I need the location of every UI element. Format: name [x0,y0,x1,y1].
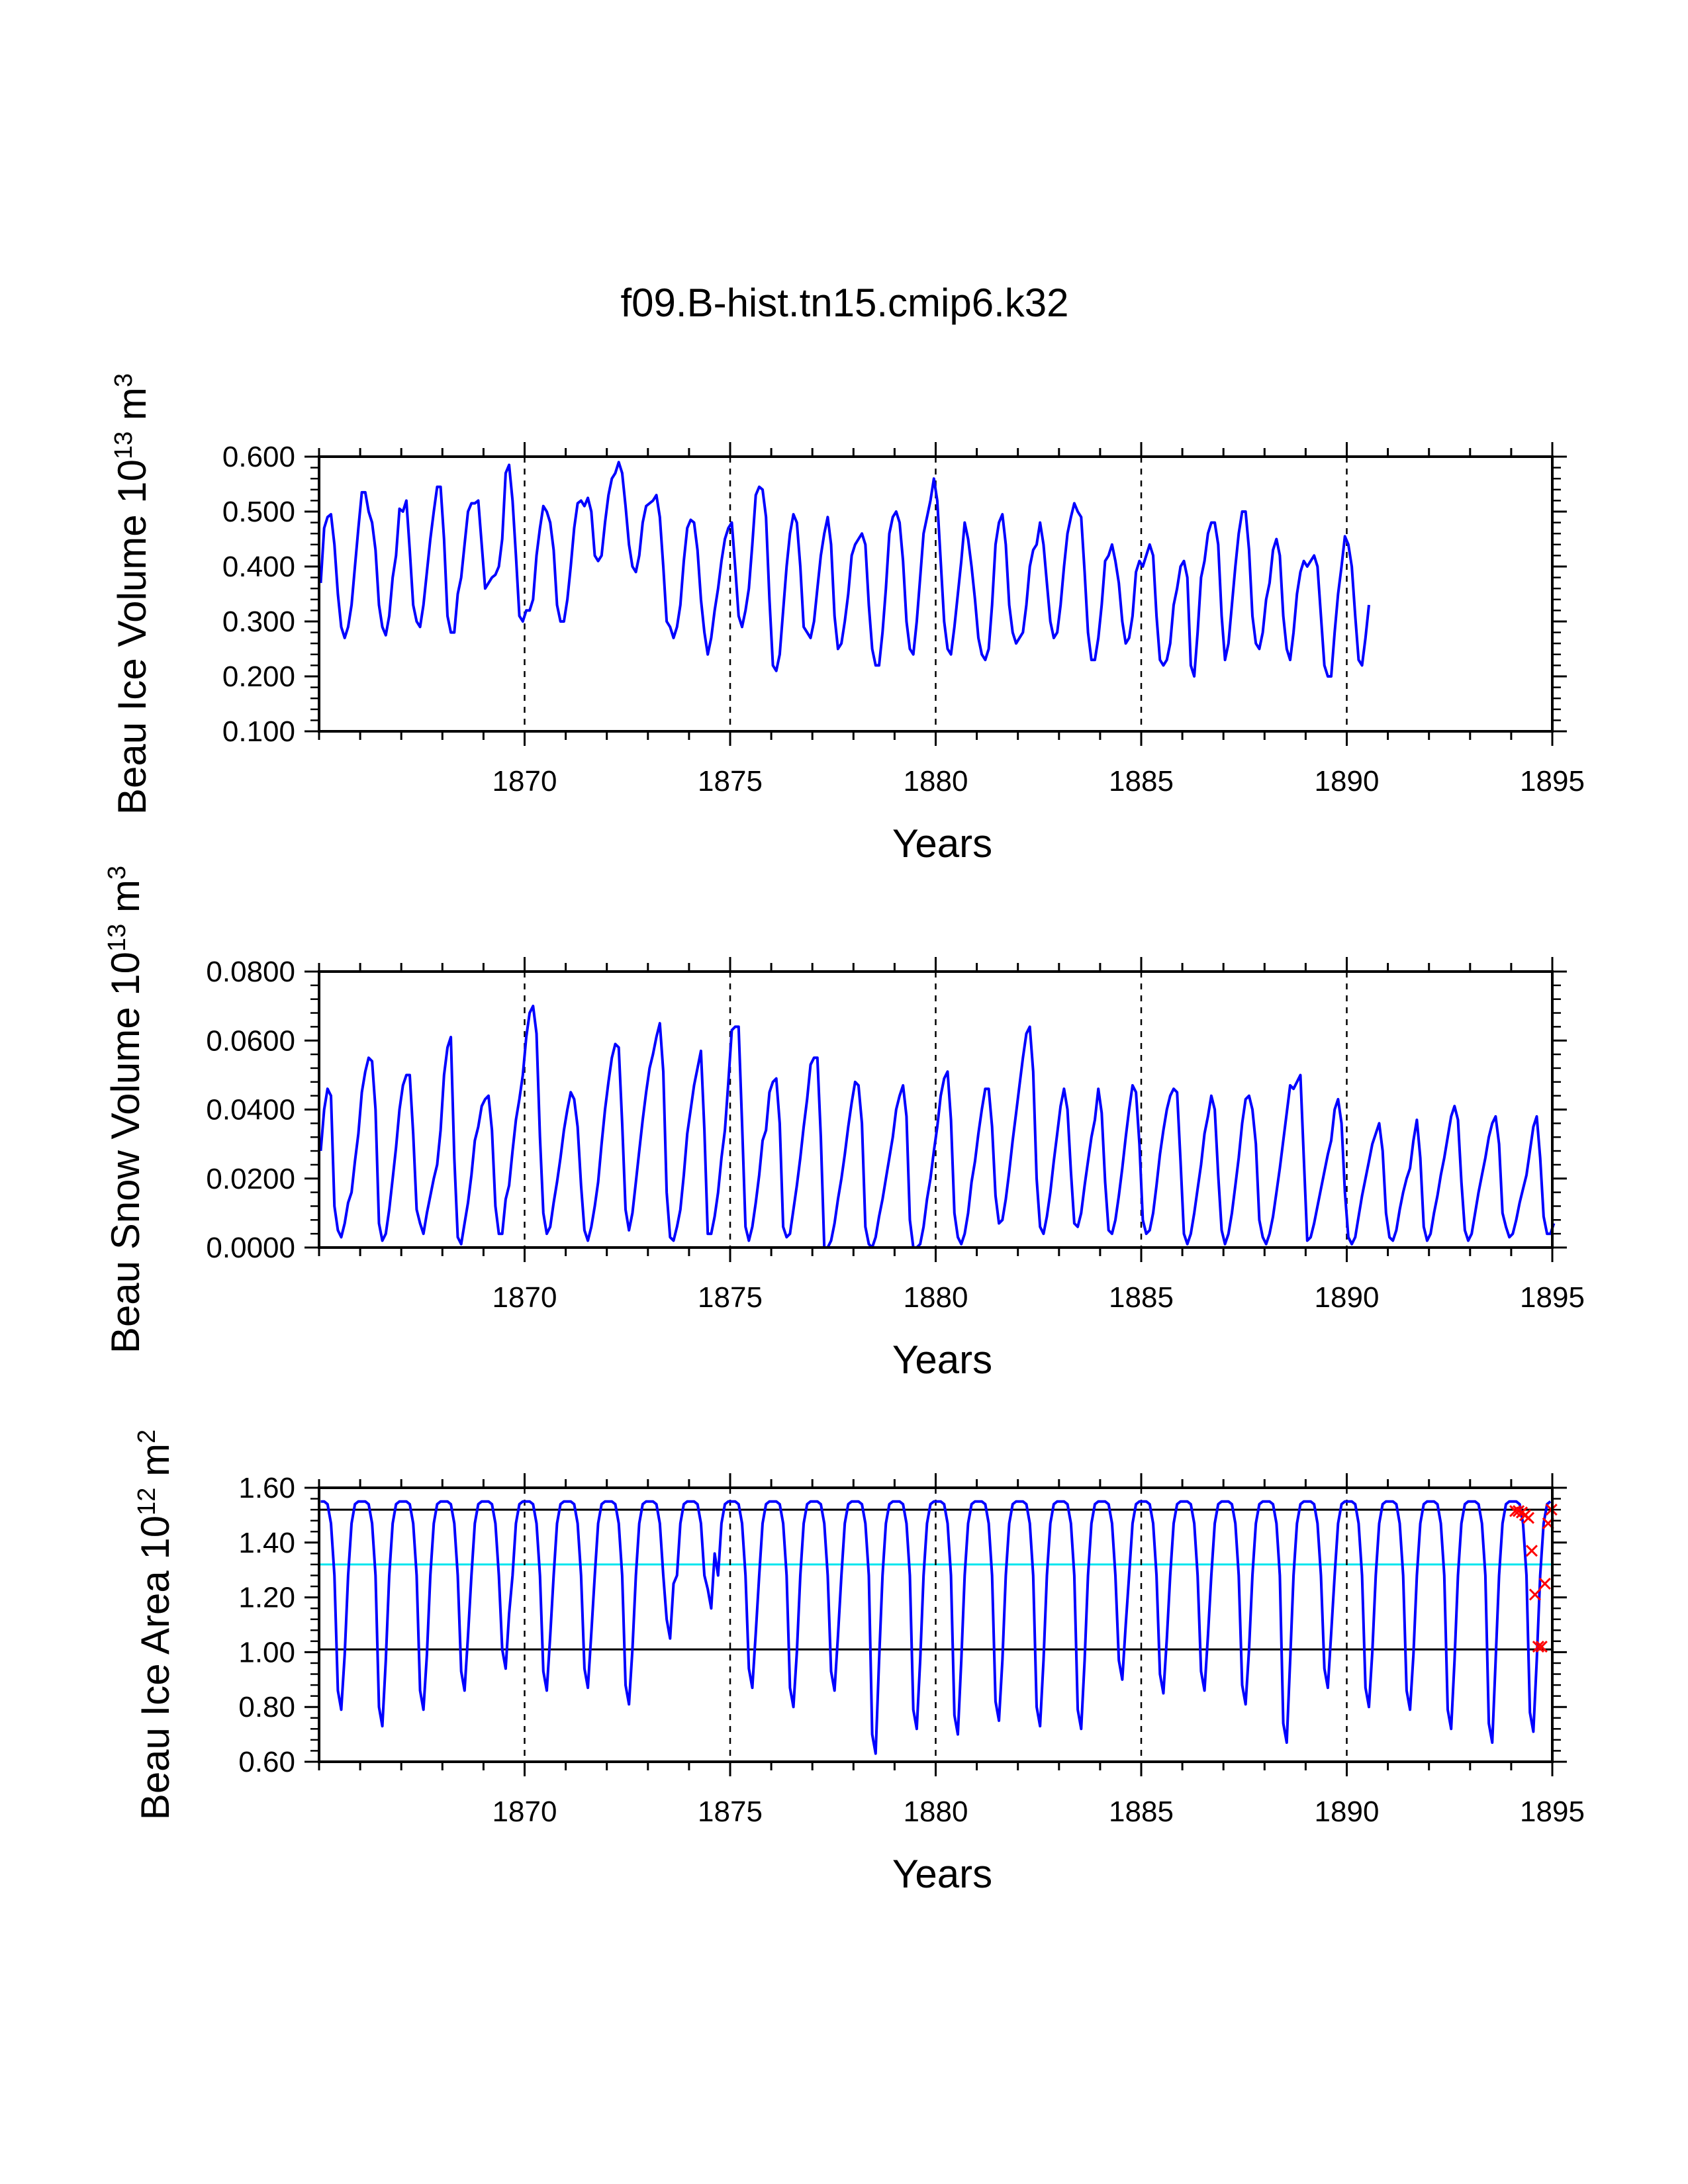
y-tick-label: 0.400 [222,551,295,583]
x-tick-label: 1895 [1520,1796,1585,1828]
y-tick-label: 0.300 [222,606,295,638]
x-tick-label: 1895 [1520,1281,1585,1314]
y-axis-title: Beau Snow Volume 1013 m3 [103,866,148,1353]
y-tick-label: 0.500 [222,496,295,528]
y-axis-title-superscript: 12 [133,1488,161,1516]
y-tick-label: 0.600 [222,441,295,473]
y-tick-label: 0.0000 [206,1232,295,1264]
x-axis-title: Years [892,1338,992,1382]
y-tick-label: 1.20 [238,1582,295,1614]
y-tick-label: 0.0600 [206,1024,295,1057]
series-line [319,1005,1556,1249]
x-tick-label: 1875 [698,1796,763,1828]
x-tick-label: 1890 [1315,1796,1380,1828]
y-tick-label: 1.40 [238,1527,295,1559]
x-tick-label: 1885 [1109,1281,1174,1314]
x-tick-label: 1870 [492,1796,557,1828]
y-axis-title-part: Beau Snow Volume 10 [103,952,148,1353]
y-tick-label: 0.200 [222,660,295,693]
red-x-marker [1513,1505,1525,1518]
y-axis-title-superscript: 3 [110,373,138,387]
x-tick-label: 1880 [904,1281,968,1314]
x-tick-label: 1875 [698,1281,763,1314]
y-tick-label: 0.0400 [206,1094,295,1126]
x-tick-label: 1875 [698,765,763,797]
y-axis-title-part: m [103,880,148,924]
ice-volume-panel: 1870 1875 1880 1885 1890 1895 0.100 0.200 0.300 0… [110,373,1585,866]
y-axis-title-superscript: 3 [103,866,131,880]
y-axis-title-part: m [133,1443,177,1488]
figure-title: f09.B-hist.tn15.cmip6.k32 [620,281,1068,325]
y-tick-label: 0.80 [238,1691,295,1723]
snow-volume-panel: 1870 1875 1880 1885 1890 1895 0.0000 0.0200 0.04… [103,866,1585,1382]
red-x-marker [1522,1512,1535,1524]
series-line [319,461,1370,678]
y-axis-title: Beau Ice Volume 1013 m3 [110,373,154,815]
x-tick-label: 1895 [1520,765,1585,797]
y-tick-label: 0.60 [238,1746,295,1778]
x-tick-label: 1885 [1109,1796,1174,1828]
y-tick-label: 0.0800 [206,956,295,988]
y-axis-title-superscript: 13 [103,924,131,952]
red-x-marker [1538,1577,1551,1590]
x-tick-label: 1880 [904,765,968,797]
x-tick-label: 1870 [492,1281,557,1314]
y-axis-title-superscript: 2 [133,1430,161,1443]
y-tick-label: 1.00 [238,1636,295,1668]
y-axis-title: Beau Ice Area 1012 m2 [133,1430,177,1820]
series-line [320,1500,1552,1755]
y-tick-label: 1.60 [238,1472,295,1504]
y-tick-label: 0.100 [222,715,295,748]
x-tick-label: 1880 [904,1796,968,1828]
y-axis-title-part: Beau Ice Area 10 [133,1516,177,1820]
y-tick-label: 0.0200 [206,1163,295,1195]
x-axis-title: Years [892,1852,992,1896]
y-axis-title-superscript: 13 [110,432,138,459]
y-axis-title-part: m [110,387,154,432]
y-axis-title-part: Beau Ice Volume 10 [110,459,154,815]
red-x-marker [1535,1641,1548,1653]
x-tick-label: 1890 [1315,1281,1380,1314]
red-x-marker [1528,1588,1541,1601]
x-tick-label: 1870 [492,765,557,797]
ice-area-panel: 1870 1875 1880 1885 1890 1895 0.60 0.80 1.00 1.20… [133,1430,1585,1896]
x-tick-label: 1890 [1315,765,1380,797]
x-tick-label: 1885 [1109,765,1174,797]
x-axis-title: Years [892,821,992,866]
red-x-marker [1532,1641,1544,1653]
red-x-marker [1525,1545,1538,1557]
